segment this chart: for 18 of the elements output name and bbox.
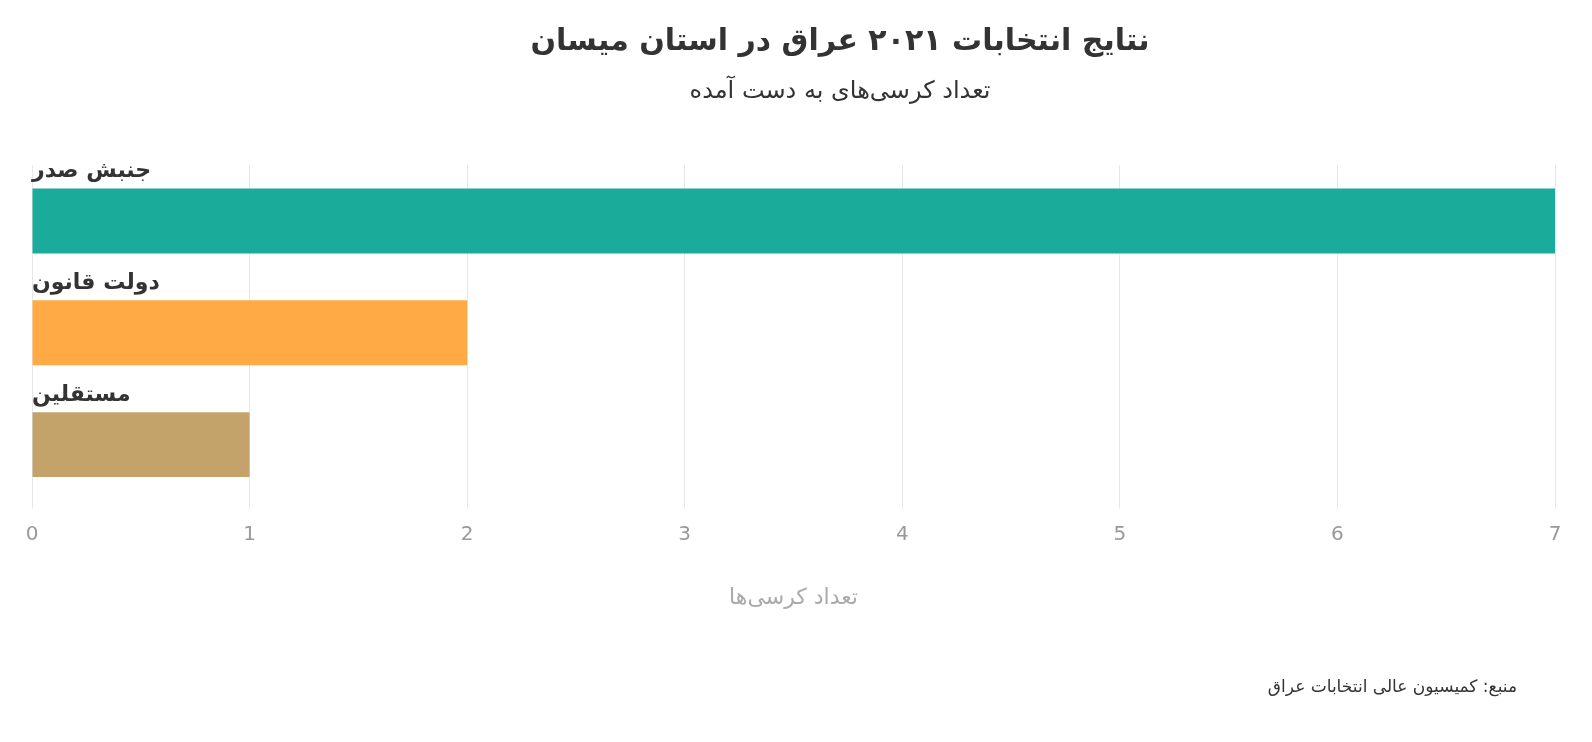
y-tick-label: جنبش صدر: [30, 157, 152, 183]
x-tick-label: 3: [678, 520, 692, 545]
x-tick-label: 6: [1331, 520, 1344, 545]
x-tick-label: 1: [243, 520, 256, 545]
text: منبع: کمیسیون عالی انتخابات عراق: [1267, 676, 1517, 696]
y-tick-label: مستقلین: [31, 380, 131, 407]
x-tick-label: 4: [895, 520, 909, 545]
y-tick-label: دولت قانون: [32, 269, 160, 296]
x-axis-title: تعداد کرسی‌ها: [729, 583, 858, 609]
chart-title: نتایج انتخابات ۲۰۲۱ عراق در استان میسان: [529, 22, 1151, 57]
bar: [32, 300, 468, 366]
x-tick-label: 2: [460, 520, 474, 545]
bar: [32, 188, 1555, 254]
x-tick-label: 7: [1548, 520, 1562, 545]
x-tick-label: 0: [25, 520, 39, 545]
x-tick-label: 5: [1113, 520, 1127, 545]
bar: [32, 412, 250, 478]
chart-subtitle: تعداد کرسی‌های به دست آمده: [688, 76, 992, 104]
